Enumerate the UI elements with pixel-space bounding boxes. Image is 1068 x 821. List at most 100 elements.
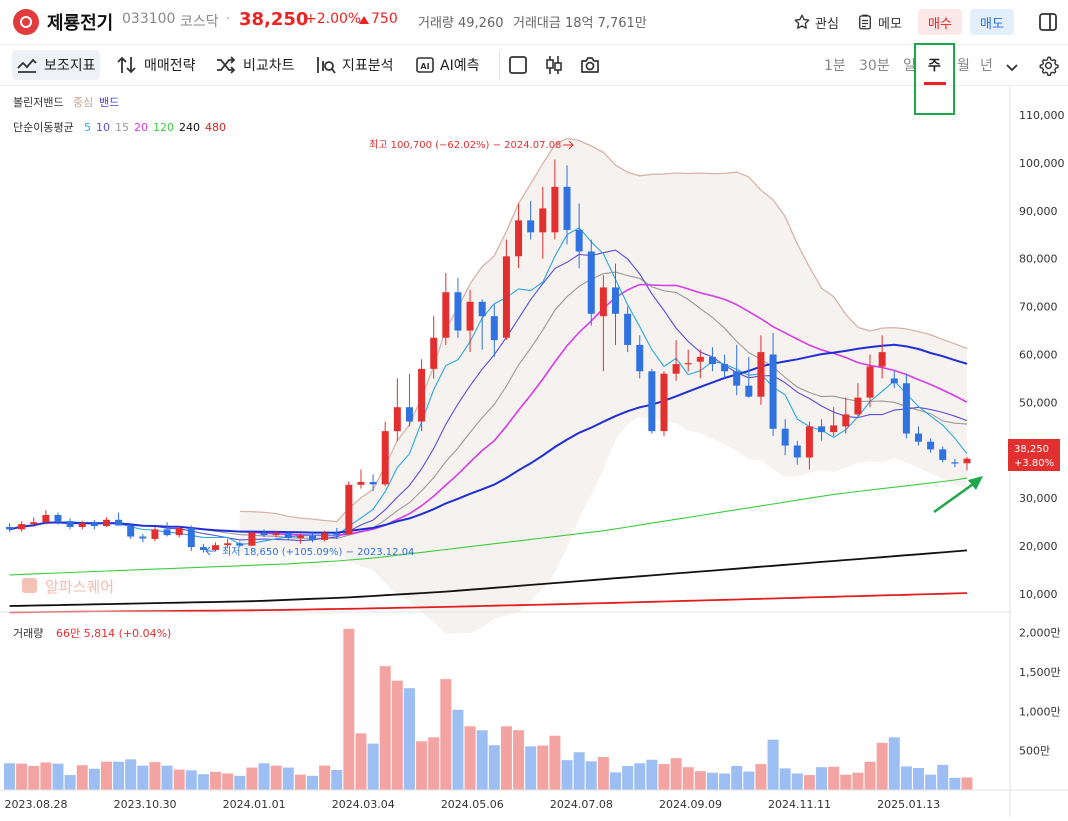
candle-body xyxy=(115,519,123,526)
watch-button[interactable]: 관심 xyxy=(793,9,839,35)
candle-body xyxy=(405,407,413,422)
green-pointer-arrow xyxy=(933,480,977,514)
period-day[interactable]: 일 xyxy=(903,58,916,74)
strategy-button[interactable]: 매매전략 xyxy=(112,50,200,80)
settings-gear-icon[interactable] xyxy=(1038,55,1059,80)
candle-body xyxy=(30,522,38,525)
volume-bar xyxy=(307,775,318,790)
volume-bar xyxy=(622,766,634,790)
volume-bar xyxy=(585,761,597,790)
period-highlight-box xyxy=(914,43,955,115)
volume-bar xyxy=(488,745,500,790)
current-price-tag-value: 38,250 xyxy=(1014,444,1049,455)
compare-chart-label: 비교차트 xyxy=(243,58,295,74)
price-tick-label: 30,000 xyxy=(1019,492,1058,505)
current-price: 38,250 xyxy=(239,9,309,30)
candle-body xyxy=(854,397,862,415)
candle-body xyxy=(212,545,220,550)
candle-body xyxy=(54,514,62,522)
date-tick-label: 2024.03.04 xyxy=(332,798,395,811)
volume-bar xyxy=(767,739,779,790)
screenshot-button[interactable] xyxy=(575,50,605,80)
candle-body xyxy=(575,229,583,252)
sma-legend-period: 240 xyxy=(179,121,200,134)
sell-button[interactable]: 매도 xyxy=(970,9,1014,35)
candle-body xyxy=(309,535,316,540)
volume-bar xyxy=(64,775,76,790)
high-arrow-icon xyxy=(563,140,574,150)
draw-box-button[interactable] xyxy=(504,50,532,80)
period-30min[interactable]: 30분 xyxy=(859,58,890,74)
volume-bar xyxy=(464,726,476,790)
period-1min[interactable]: 1분 xyxy=(824,58,846,74)
volume-bar xyxy=(888,737,900,790)
candle-body xyxy=(672,364,680,374)
current-price-tag xyxy=(1008,439,1060,471)
buy-button[interactable]: 매수 xyxy=(918,9,962,35)
sma-legend-period: 20 xyxy=(134,121,148,134)
compare-chart-button[interactable]: 비교차트 xyxy=(211,50,299,80)
volume-bar xyxy=(355,733,367,790)
period-year[interactable]: 년 xyxy=(980,58,993,74)
candle-body xyxy=(648,371,656,432)
volume-bar xyxy=(149,762,161,790)
candle-body xyxy=(127,525,135,537)
layout-panel-icon[interactable] xyxy=(1038,12,1058,32)
candle-body xyxy=(139,536,147,539)
period-week[interactable]: 주 xyxy=(928,58,941,74)
candle-body xyxy=(708,356,716,365)
candle-body xyxy=(890,378,898,384)
low-arrow-icon xyxy=(205,546,216,556)
volume-bar xyxy=(549,735,561,790)
candle-body xyxy=(733,371,741,386)
candle-body xyxy=(284,533,292,538)
volume-bar xyxy=(743,771,755,790)
candle-body xyxy=(175,527,183,536)
indicators-button[interactable]: 보조지표 xyxy=(12,50,100,80)
candle-body xyxy=(951,462,959,464)
candle-body xyxy=(721,364,729,372)
candle-body xyxy=(696,356,704,362)
volume-bar xyxy=(900,766,912,790)
volume-bar xyxy=(876,742,888,790)
volume-bar xyxy=(913,767,924,790)
company-logo-icon xyxy=(13,9,39,35)
volume-bar xyxy=(694,771,706,790)
candle-body xyxy=(527,220,535,233)
volume-bar xyxy=(961,777,973,790)
price-chart-svg[interactable]: 110,000 100,000 90,000 80,000 70,000 60,000 50… xyxy=(0,86,1068,817)
volume-bar xyxy=(197,774,209,790)
volume-bar xyxy=(476,730,488,790)
market-name: 코스닥 xyxy=(180,14,219,30)
sma-legend: 5 10 15 20 120 240 480 xyxy=(84,121,226,134)
candle-body xyxy=(393,407,401,432)
chart-area[interactable]: 110,000 100,000 90,000 80,000 70,000 60,000 50… xyxy=(0,86,1068,817)
volume-bar xyxy=(125,759,137,790)
candle-body xyxy=(466,301,474,331)
volume-bar xyxy=(537,745,549,790)
volume-bar xyxy=(319,765,331,790)
volume-tick-label: 2,000만 xyxy=(1019,627,1061,640)
memo-button[interactable]: 메모 xyxy=(856,9,902,35)
chevron-down-icon[interactable] xyxy=(1005,59,1019,78)
watermark-text: 알파스퀘어 xyxy=(45,578,114,596)
volume-text: 거래량 49,260 xyxy=(418,16,504,31)
memo-icon xyxy=(859,14,871,30)
candle-body xyxy=(515,220,523,257)
chart-type-button[interactable] xyxy=(540,50,568,80)
ai-predict-button[interactable]: AI AI예측 xyxy=(410,50,483,80)
price-tick-label: 80,000 xyxy=(1019,253,1058,266)
green-arrow-head xyxy=(968,476,983,490)
indicator-analysis-button[interactable]: 지표분석 xyxy=(310,50,398,80)
candle-body xyxy=(102,519,110,527)
volume-bar xyxy=(816,767,828,790)
analysis-search-icon xyxy=(317,57,336,74)
volume-bar xyxy=(731,766,743,790)
volume-bar xyxy=(682,767,694,790)
volume-bar xyxy=(258,763,270,790)
price-tick-label: 90,000 xyxy=(1019,205,1058,218)
period-month[interactable]: 월 xyxy=(957,58,970,74)
candle-body xyxy=(805,426,813,458)
candle-body xyxy=(878,352,886,367)
stock-name: 제룡전기 xyxy=(47,13,114,34)
